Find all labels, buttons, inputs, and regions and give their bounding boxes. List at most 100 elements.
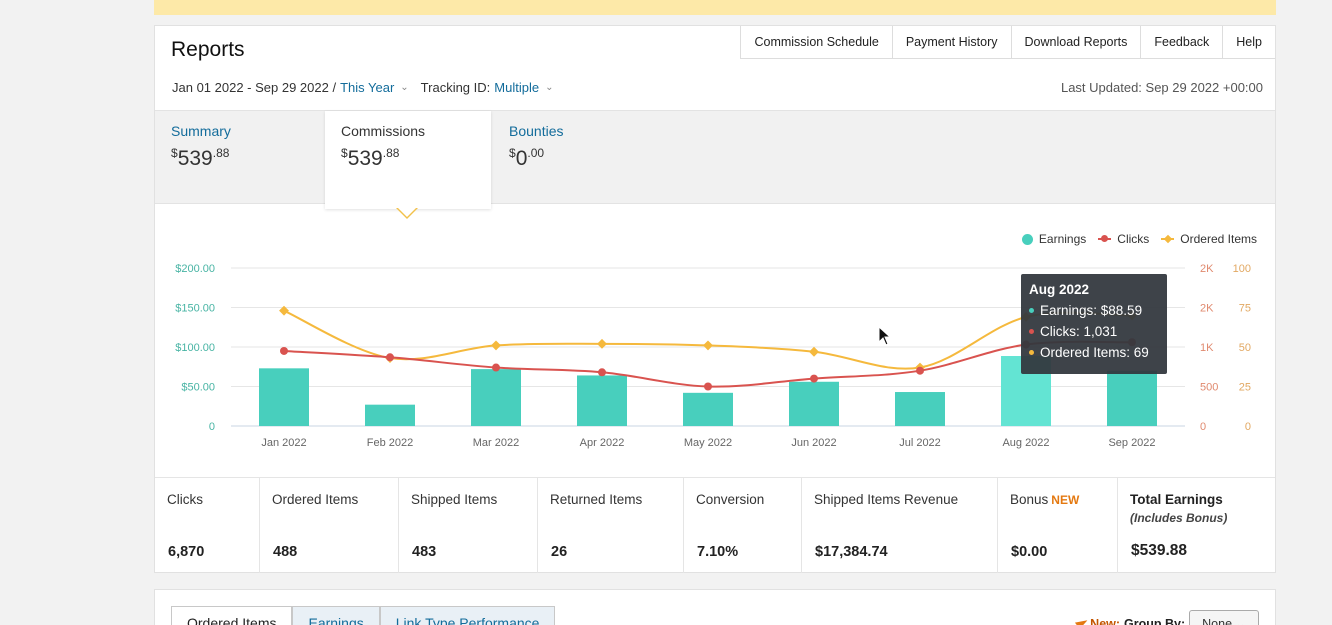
tracking-id-label: Tracking ID: bbox=[420, 80, 491, 95]
metric-ordered-items: Ordered Items 488 bbox=[260, 478, 399, 573]
tooltip-clicks: Clicks: 1,031 bbox=[1029, 321, 1159, 342]
x-tick-label: Apr 2022 bbox=[580, 437, 625, 449]
page-title: Reports bbox=[171, 38, 245, 61]
tooltip-ordered: Ordered Items: 69 bbox=[1029, 342, 1159, 363]
clicks-point bbox=[810, 374, 818, 383]
x-tick-label: Jul 2022 bbox=[899, 437, 941, 449]
y-left-tick-label: $150.00 bbox=[175, 303, 215, 315]
chart-legend: Earnings Clicks Ordered Items bbox=[1010, 232, 1257, 246]
y-right-clicks-tick-label: 0 bbox=[1200, 421, 1206, 433]
clicks-point bbox=[916, 366, 924, 375]
metric-conversion: Conversion 7.10% bbox=[684, 478, 802, 573]
metrics-row: Clicks 6,870 Ordered Items 488 Shipped I… bbox=[155, 477, 1275, 573]
x-tick-label: Aug 2022 bbox=[1002, 437, 1049, 449]
tab-link-type-performance[interactable]: Link Type Performance bbox=[379, 606, 556, 625]
y-left-tick-label: $50.00 bbox=[181, 382, 215, 394]
tab-summary[interactable]: Summary $539.88 bbox=[155, 111, 325, 207]
y-right-items-tick-label: 50 bbox=[1239, 342, 1251, 354]
tab-bounties[interactable]: Bounties $0.00 bbox=[493, 111, 663, 207]
tracking-id-dropdown[interactable]: Multiple bbox=[494, 80, 540, 95]
chevron-down-icon[interactable]: ⌄ bbox=[400, 82, 409, 93]
tooltip-title: Aug 2022 bbox=[1029, 282, 1090, 297]
y-right-items-tick-label: 75 bbox=[1239, 303, 1251, 315]
x-tick-label: Jan 2022 bbox=[261, 437, 306, 449]
y-right-clicks-tick-label: 2K bbox=[1200, 303, 1214, 315]
ordered-items-point bbox=[703, 340, 713, 351]
reports-card: Reports Commission Schedule Payment Hist… bbox=[154, 25, 1276, 573]
ordered-items-point bbox=[809, 346, 819, 357]
feedback-link[interactable]: Feedback bbox=[1141, 26, 1224, 58]
earnings-bar bbox=[259, 368, 309, 426]
metric-returned-items: Returned Items 26 bbox=[538, 478, 684, 573]
earnings-bar bbox=[365, 404, 415, 426]
commissions-amount: $539.88 bbox=[341, 146, 400, 170]
clicks-point bbox=[704, 382, 712, 391]
ordered-items-swatch bbox=[1161, 238, 1175, 240]
includes-bonus-note: (Includes Bonus) bbox=[1130, 511, 1228, 525]
x-tick-label: Jun 2022 bbox=[791, 437, 836, 449]
last-updated: Last Updated: Sep 29 2022 +00:00 bbox=[1060, 80, 1263, 95]
legend-clicks[interactable]: Clicks bbox=[1098, 232, 1149, 246]
x-tick-label: Mar 2022 bbox=[473, 437, 519, 449]
metric-total-earnings: Total Earnings (Includes Bonus) $539.88 bbox=[1118, 478, 1275, 573]
group-by-select[interactable]: None ⌄ bbox=[1189, 610, 1259, 625]
earnings-bar bbox=[471, 369, 521, 426]
x-tick-label: Feb 2022 bbox=[367, 437, 413, 449]
y-right-clicks-tick-label: 1K bbox=[1200, 342, 1214, 354]
commission-schedule-link[interactable]: Commission Schedule bbox=[741, 26, 893, 58]
y-right-items-tick-label: 0 bbox=[1245, 421, 1251, 433]
help-link[interactable]: Help bbox=[1236, 35, 1262, 49]
active-tab-pointer bbox=[396, 207, 418, 219]
tab-earnings[interactable]: Earnings bbox=[292, 606, 380, 625]
ordered-items-point bbox=[597, 338, 607, 349]
ordered-items-point bbox=[491, 340, 501, 351]
tab-commissions-label: Commissions bbox=[341, 123, 426, 139]
legend-ordered-items[interactable]: Ordered Items bbox=[1161, 232, 1257, 246]
top-nav: Commission Schedule Payment History Down… bbox=[740, 26, 1275, 59]
earnings-bar bbox=[683, 392, 733, 426]
legend-earnings[interactable]: Earnings bbox=[1021, 232, 1086, 246]
group-by-label: Group By: bbox=[1124, 616, 1186, 625]
metric-bonus: Bonus NEW $0.00 bbox=[998, 478, 1118, 573]
x-tick-label: May 2022 bbox=[684, 437, 732, 449]
metric-shipped-items: Shipped Items 483 bbox=[399, 478, 538, 573]
alert-banner bbox=[154, 0, 1276, 15]
metric-shipped-revenue: Shipped Items Revenue $17,384.74 bbox=[802, 478, 998, 573]
y-left-tick-label: 0 bbox=[209, 421, 215, 433]
clicks-point bbox=[280, 346, 288, 355]
bottom-tabs: Ordered Items Earnings Link Type Perform… bbox=[171, 606, 556, 625]
new-badge: NEW bbox=[1051, 493, 1080, 507]
clicks-point bbox=[492, 363, 500, 372]
y-right-clicks-tick-label: 500 bbox=[1200, 382, 1218, 394]
x-tick-label: Sep 2022 bbox=[1108, 437, 1155, 449]
y-left-tick-label: $100.00 bbox=[175, 342, 215, 354]
download-reports-link[interactable]: Download Reports bbox=[1012, 26, 1142, 58]
summary-amount: $539.88 bbox=[171, 146, 230, 170]
earnings-bar bbox=[895, 392, 945, 426]
new-label: New: bbox=[1075, 617, 1120, 625]
y-right-clicks-tick-label: 2K bbox=[1200, 263, 1214, 275]
y-left-tick-label: $200.00 bbox=[175, 263, 215, 275]
summary-band: Summary $539.88 Commissions $539.88 Boun… bbox=[155, 110, 1275, 209]
clicks-point bbox=[598, 368, 606, 377]
y-right-items-tick-label: 100 bbox=[1233, 263, 1251, 275]
tab-commissions[interactable]: Commissions $539.88 bbox=[325, 111, 491, 209]
megaphone-icon bbox=[1074, 616, 1088, 625]
bounties-amount: $0.00 bbox=[509, 146, 545, 170]
chevron-down-icon[interactable]: ⌄ bbox=[545, 82, 554, 93]
tab-summary-label: Summary bbox=[171, 123, 231, 139]
earnings-bar bbox=[1107, 370, 1157, 426]
y-right-items-tick-label: 25 bbox=[1239, 382, 1251, 394]
tab-ordered-items[interactable]: Ordered Items bbox=[171, 606, 293, 625]
period-dropdown[interactable]: This Year bbox=[340, 80, 395, 95]
group-by: New: Group By: None ⌄ bbox=[1075, 610, 1259, 625]
filter-row: Jan 01 2022 - Sep 29 2022 / This Year ⌄ … bbox=[172, 80, 557, 95]
clicks-point bbox=[386, 353, 394, 362]
tab-bounties-label: Bounties bbox=[509, 123, 564, 139]
earnings-bar bbox=[789, 381, 839, 426]
chart-tooltip: Aug 2022 Earnings: $88.59 Clicks: 1,031 … bbox=[1021, 274, 1167, 374]
clicks-swatch bbox=[1098, 235, 1112, 242]
earnings-swatch bbox=[1021, 233, 1033, 245]
payment-history-link[interactable]: Payment History bbox=[893, 26, 1012, 58]
date-range-text: Jan 01 2022 - Sep 29 2022 / bbox=[172, 80, 337, 95]
